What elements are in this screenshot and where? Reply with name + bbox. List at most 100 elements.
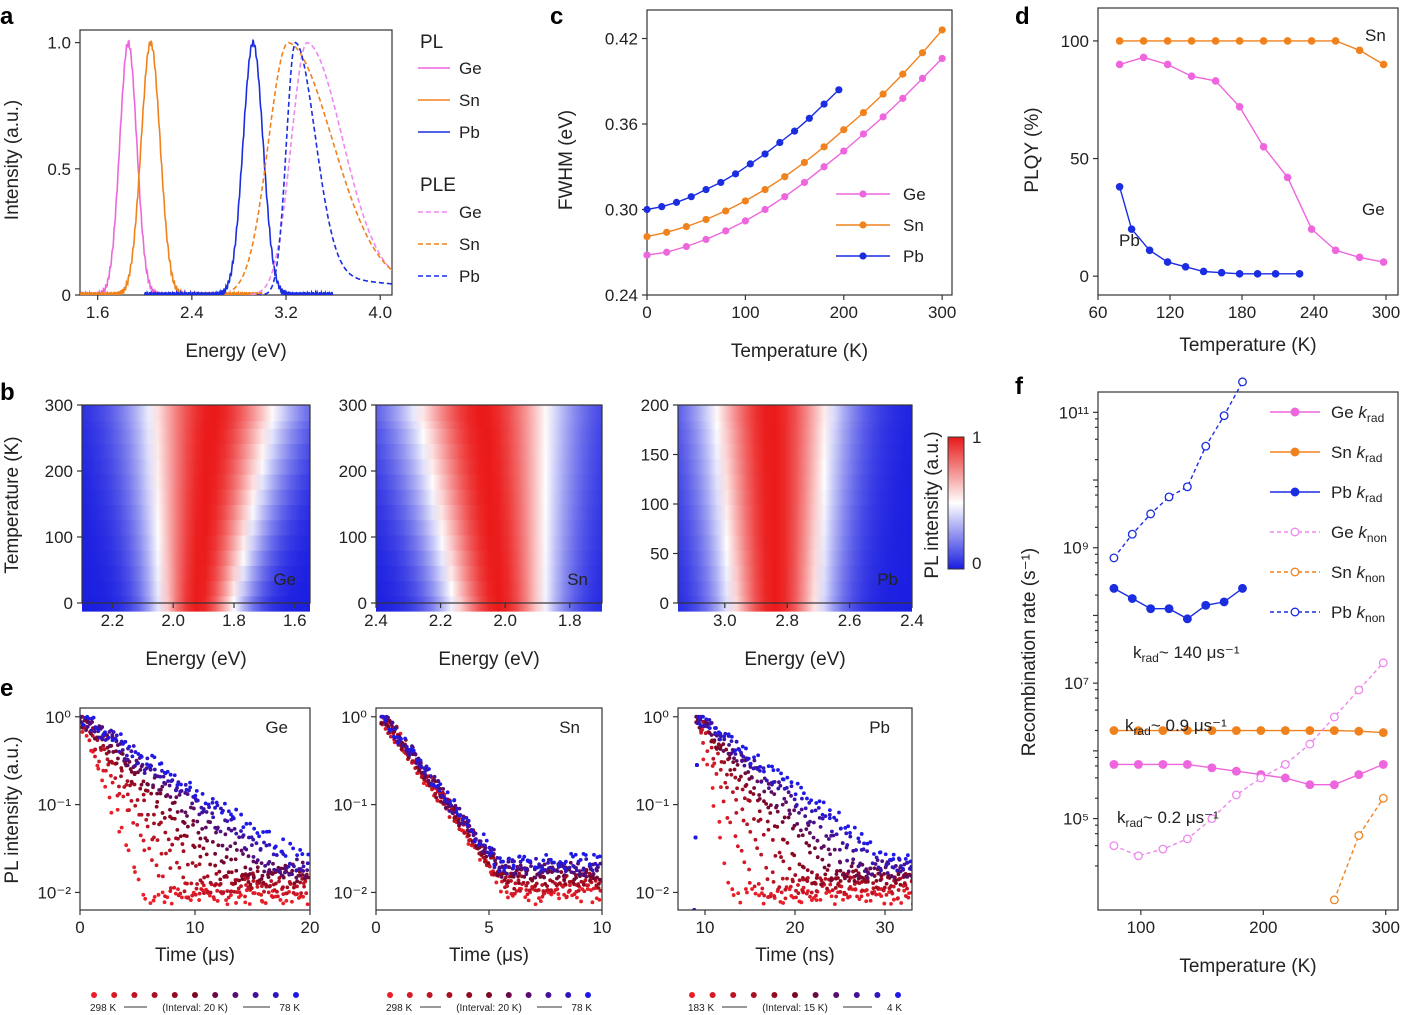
panel-e-dot-Sn xyxy=(564,894,569,899)
panel-e-dot-Pb xyxy=(820,816,825,821)
panel-e-dot-Sn xyxy=(564,859,568,864)
panel-e-dot-Pb xyxy=(723,780,728,785)
panel-d-xtick-180: 180 xyxy=(1228,303,1256,322)
panel-e-dot-Pb xyxy=(756,753,761,758)
panel-e-dot-Pb xyxy=(745,822,750,827)
panel-e-dot-Ge xyxy=(168,807,172,812)
panel-b-heatmap-row-Sn xyxy=(376,458,602,475)
panel-e-dot-Ge xyxy=(114,733,119,738)
panel-e-dot-Ge xyxy=(215,827,219,831)
panel-e-dot-Sn xyxy=(576,859,581,864)
panel-e-dot-Pb xyxy=(856,864,861,869)
panel-e-dot-Ge xyxy=(105,757,110,762)
panel-e-dot-Ge xyxy=(198,854,203,859)
panel-e-dot-Sn xyxy=(568,860,573,865)
panel-e-dot-Pb xyxy=(733,834,738,839)
panel-e-dot-Pb xyxy=(726,732,731,737)
panel-e-dot-Ge xyxy=(161,774,166,779)
panel-e-dot-Ge xyxy=(93,747,98,752)
panel-e-dot-Sn xyxy=(583,853,588,857)
panel-e-dot-Pb xyxy=(759,852,764,857)
panel-e-dot-Pb xyxy=(868,866,873,871)
panel-e-dot-Ge xyxy=(147,846,152,851)
panel-e-dot-Sn xyxy=(428,774,433,778)
panel-c-point-Pb xyxy=(687,193,695,201)
panel-e-dot-Pb xyxy=(765,819,770,824)
panel-e-Ge-legend-dot xyxy=(91,992,97,998)
panel-e-dot-Ge xyxy=(260,884,264,889)
panel-e-dot-Ge xyxy=(152,835,156,840)
panel-e-dot-Sn xyxy=(498,856,502,861)
panel-e-dot-Ge xyxy=(106,735,111,740)
panel-e-dot-Ge xyxy=(166,779,170,784)
panel-e-dot-Ge xyxy=(160,890,165,895)
panel-e-dot-Pb xyxy=(715,733,719,738)
panel-e-dot-Pb xyxy=(746,756,751,761)
panel-e-dot-Ge xyxy=(229,881,234,886)
panel-b-heatmap-row-Sn xyxy=(376,580,602,597)
panel-e-dot-Ge xyxy=(260,873,265,878)
panel-e-dot-Ge xyxy=(244,883,248,887)
panel-e-dot-Pb xyxy=(729,739,734,744)
panel-e-dot-Pb xyxy=(714,772,719,776)
panel-e-dot-Ge xyxy=(189,881,194,886)
panel-d-point-Ge xyxy=(1235,103,1244,111)
panel-e-dot-Pb xyxy=(909,864,912,869)
panel-e-dot-Sn xyxy=(434,795,439,800)
panel-f-point-Ge k_non xyxy=(1182,834,1192,844)
panel-d-ytick-0: 0 xyxy=(1080,267,1089,286)
panel-e-dot-Sn xyxy=(404,748,409,753)
panel-b-Ge-label: Ge xyxy=(273,570,296,589)
panel-e-dot-Pb xyxy=(759,780,764,784)
panel-e-dot-Sn xyxy=(544,853,549,857)
panel-e-dot-Pb xyxy=(769,790,774,794)
panel-e-dot-Ge xyxy=(141,792,146,797)
panel-e-dot-Pb xyxy=(873,862,878,866)
panel-e-dot-Ge xyxy=(305,868,310,873)
panel-e-Ge-legend-end: 78 K xyxy=(279,1003,300,1014)
panel-e-dot-Ge xyxy=(275,894,280,899)
panel-e-dot-Ge xyxy=(239,884,243,889)
panel-e-dot-Ge xyxy=(279,849,284,854)
panel-e-dot-Pb xyxy=(879,868,883,873)
panel-e-dot-Pb xyxy=(747,867,751,872)
panel-e-dot-Ge xyxy=(195,882,200,886)
panel-e-dot-Sn xyxy=(438,782,443,787)
panel-e-Pb-xlabel: Time (ns) xyxy=(755,945,835,966)
panel-a-legend-title-pl: PL xyxy=(420,32,443,53)
panel-e-dot-Pb xyxy=(779,855,783,859)
panel-e-dot-Pb xyxy=(825,886,829,891)
panel-e-dot-Sn xyxy=(576,883,581,888)
panel-e-dot-Pb xyxy=(744,782,749,787)
panel-e-dot-Ge xyxy=(216,843,221,848)
panel-e-dot-Sn xyxy=(472,839,477,844)
panel-e-dot-Sn xyxy=(466,833,471,837)
panel-e-dot-Pb xyxy=(755,779,760,784)
panel-e-dot-Sn xyxy=(503,865,507,870)
panel-e-dot-Sn xyxy=(541,858,546,863)
panel-e-dot-Sn xyxy=(579,899,583,904)
panel-e-dot-Pb xyxy=(788,812,792,816)
panel-c-point-Sn xyxy=(663,228,671,236)
panel-e-dot-Ge xyxy=(288,881,293,886)
panel-e-dot-Ge xyxy=(292,864,296,869)
panel-e-dot-Sn xyxy=(410,759,415,764)
panel-e-dot-Ge xyxy=(271,895,275,900)
panel-e-dot-Pb xyxy=(825,868,830,872)
panel-label-d: d xyxy=(1015,3,1030,30)
panel-e-Sn-legend-dot xyxy=(565,992,572,998)
panel-e-dot-Sn xyxy=(575,895,579,900)
panel-b-Ge-xtick-2.2: 2.2 xyxy=(101,611,125,630)
panel-e-dot-Ge xyxy=(225,819,230,824)
panel-f-legend-label-Sn k_non: Sn knon xyxy=(1331,563,1385,585)
panel-e-dot-Sn xyxy=(411,748,416,753)
panel-e-dot-Pb xyxy=(903,857,908,861)
panel-c-line-Ge xyxy=(646,57,943,256)
panel-e-dot-Ge xyxy=(302,884,306,889)
panel-e-dot-Sn xyxy=(509,879,513,883)
panel-e-dot-Pb xyxy=(735,763,740,767)
panel-e-dot-Sn xyxy=(516,874,521,879)
panel-e-dot-Pb xyxy=(892,875,897,880)
panel-e-dot-Pb xyxy=(721,749,726,753)
panel-e-dot-Ge xyxy=(93,754,97,759)
